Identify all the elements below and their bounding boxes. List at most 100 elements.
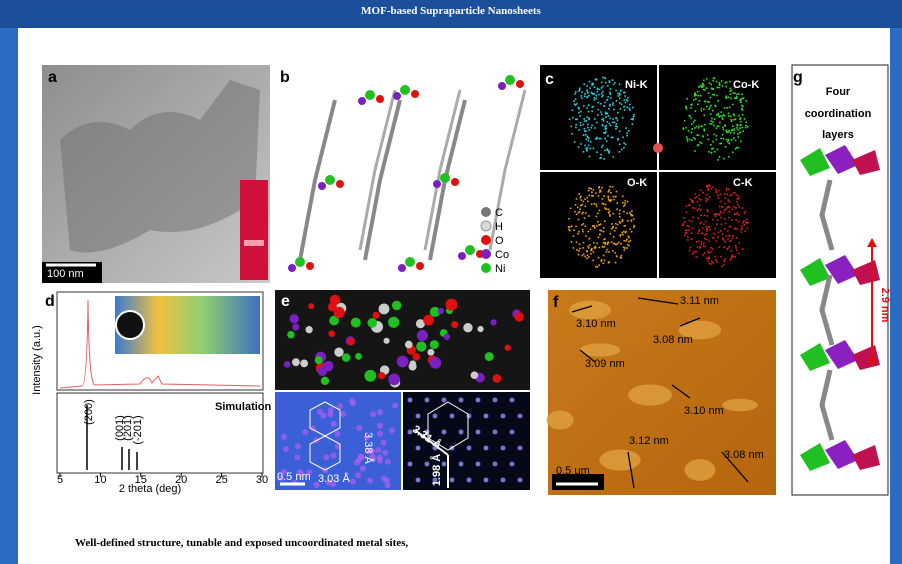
eds-dot: [622, 205, 625, 207]
eds-dot: [621, 231, 623, 234]
eds-dot: [596, 121, 598, 124]
eds-dot: [721, 205, 723, 208]
eds-dot: [697, 144, 700, 146]
eds-dot: [619, 108, 622, 110]
eds-dot: [608, 251, 610, 253]
eds-dot: [733, 118, 735, 121]
eds-dot: [717, 100, 719, 102]
eds-dot: [702, 245, 705, 247]
eds-dot: [578, 129, 580, 131]
eds-dot: [715, 259, 717, 261]
atom: [330, 420, 337, 427]
eds-dot: [682, 216, 685, 219]
fft-spot: [441, 461, 447, 467]
eds-dot: [568, 217, 570, 220]
eds-dot: [691, 139, 693, 142]
eds-dot: [699, 222, 702, 225]
eds-dot: [594, 245, 596, 248]
polyhedron: [800, 148, 830, 176]
eds-dot: [574, 118, 577, 121]
panel-label: e: [281, 293, 290, 310]
eds-dot: [581, 97, 583, 100]
eds-dot: [601, 186, 603, 189]
eds-dot: [588, 237, 591, 240]
eds-dot: [708, 228, 711, 231]
eds-dot: [745, 222, 748, 224]
eds-dot: [699, 94, 702, 97]
eds-dot: [720, 80, 723, 82]
atom: [429, 306, 441, 318]
eds-dot: [714, 215, 717, 217]
eds-dot: [585, 235, 587, 237]
eds-dot: [584, 133, 587, 136]
eds-dot: [573, 100, 575, 102]
eds-dot: [706, 228, 708, 230]
eds-dot: [739, 118, 741, 120]
eds-dot: [616, 208, 618, 211]
eds-dot: [590, 252, 592, 255]
eds-dot: [704, 245, 707, 248]
eds-dot: [722, 114, 725, 116]
fft-spot: [475, 461, 481, 467]
eds-dot: [693, 250, 696, 253]
eds-dot: [571, 133, 573, 135]
eds-dot: [591, 191, 593, 194]
atom: [504, 344, 511, 351]
eds-dot: [694, 193, 697, 195]
eds-dot: [630, 230, 633, 233]
atom: [458, 252, 466, 260]
polyhedron: [852, 445, 880, 470]
eds-dot: [620, 254, 623, 257]
eds-dot: [609, 215, 611, 217]
eds-dot: [729, 259, 732, 261]
eds-dot: [700, 199, 702, 201]
eds-dot: [708, 226, 711, 228]
eds-dot: [615, 117, 617, 119]
atom-dots: [277, 294, 524, 489]
eds-dot: [701, 232, 703, 235]
eds-dot: [705, 238, 708, 241]
eds-dot: [697, 134, 700, 136]
eds-dot: [593, 202, 595, 205]
eds-dot: [737, 133, 739, 135]
eds-dot: [598, 209, 601, 212]
eds-dot: [746, 218, 748, 221]
eds-dot: [602, 120, 605, 122]
eds-dot: [730, 89, 733, 91]
eds-dot: [716, 194, 719, 196]
eds-dot: [609, 124, 612, 127]
eds-dot: [578, 230, 580, 233]
eds-dot: [719, 200, 722, 203]
eds-dot: [615, 127, 617, 130]
atom: [492, 374, 502, 383]
eds-dot: [600, 92, 603, 95]
eds-dot: [731, 237, 734, 239]
eds-dot: [574, 203, 577, 206]
eds-dot: [626, 134, 628, 137]
eds-dot: [604, 149, 606, 152]
eds-dot: [591, 82, 594, 85]
eds-dot: [723, 239, 725, 241]
distance-label: 1.98 Å: [430, 454, 443, 486]
eds-dot: [685, 106, 687, 109]
fft-spot: [492, 397, 498, 403]
atom: [427, 348, 435, 356]
eds-dot: [607, 211, 610, 214]
eds-dot: [706, 186, 708, 188]
eds-dot: [598, 264, 600, 266]
eds-dot: [700, 110, 703, 112]
legend-label: O: [495, 235, 504, 247]
eds-dot: [623, 239, 625, 242]
eds-dot: [702, 227, 704, 229]
atom: [355, 352, 362, 360]
eds-dot: [624, 247, 626, 249]
eds-dot: [698, 100, 701, 102]
eds-dot: [595, 137, 598, 140]
atom: [341, 353, 351, 362]
eds-dot: [605, 208, 607, 210]
eds-dot: [732, 113, 735, 115]
eds-dot: [585, 138, 588, 141]
eds-dot: [603, 246, 606, 248]
eds-dot: [710, 147, 713, 150]
atom: [329, 315, 339, 326]
